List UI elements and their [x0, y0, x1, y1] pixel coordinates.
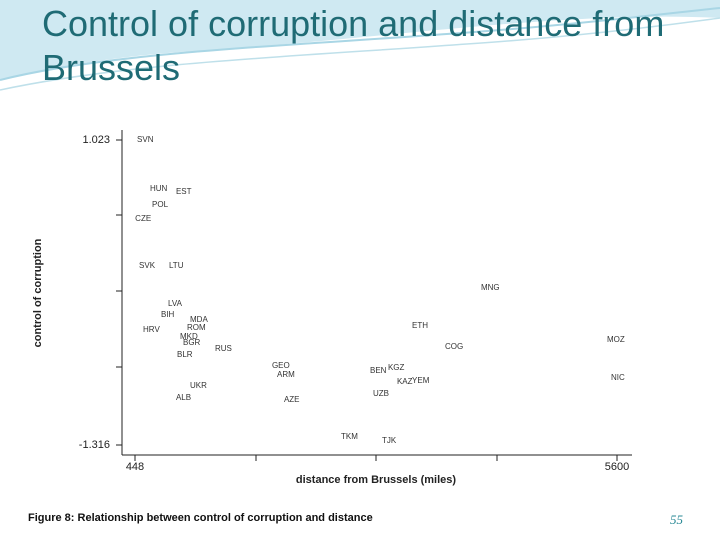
point-label: MOZ: [607, 335, 625, 344]
header-decoration: [0, 0, 720, 91]
x-tick-label: 5600: [605, 461, 629, 473]
point-label: LTU: [169, 261, 184, 270]
point-label: YEM: [412, 376, 430, 385]
point-label: ETH: [412, 321, 428, 330]
point-label: UZB: [373, 389, 389, 398]
point-label: UKR: [190, 381, 207, 390]
point-label: HRV: [143, 325, 160, 334]
point-label: BGR: [183, 338, 201, 347]
chart: distance from Brussels (miles) control o…: [20, 108, 660, 530]
slide-title: Control of corruption and distance from …: [42, 3, 665, 88]
point-label: ROM: [187, 323, 206, 332]
point-label: EST: [176, 187, 192, 196]
point-label: GEO: [272, 361, 290, 370]
point-label: TJK: [382, 436, 397, 445]
point-label: TKM: [341, 432, 358, 441]
swoosh: [0, 0, 720, 80]
y-tick-label: 1.023: [82, 134, 110, 146]
y-tick-label: -1.316: [79, 439, 110, 451]
point-label: COG: [445, 342, 463, 351]
point-label: NIC: [611, 373, 625, 382]
point-label: BLR: [177, 350, 193, 359]
x-tick-label: 448: [126, 461, 144, 473]
swoosh-line: [0, 7, 720, 81]
swoosh-line: [0, 17, 720, 91]
point-label: HUN: [150, 184, 168, 193]
point-label: MNG: [481, 283, 500, 292]
point-label: AZE: [284, 395, 300, 404]
point-label: BEN: [370, 366, 387, 375]
x-axis-label: distance from Brussels (miles): [296, 474, 457, 486]
point-label: POL: [152, 200, 169, 209]
point-label: SVK: [139, 261, 156, 270]
point-label: RUS: [215, 344, 232, 353]
figure-caption: Figure 8: Relationship between control o…: [28, 512, 373, 524]
point-label: KAZ: [397, 377, 413, 386]
point-label: ALB: [176, 393, 191, 402]
point-label: ARM: [277, 370, 295, 379]
point-label: BIH: [161, 310, 175, 319]
page-number: 55: [670, 512, 683, 527]
point-label: LVA: [168, 299, 183, 308]
point-label: MDA: [190, 315, 208, 324]
point-label: KGZ: [388, 363, 405, 372]
point-label: SVN: [137, 135, 154, 144]
point-label: MKD: [180, 332, 198, 341]
chart-background: [20, 108, 660, 530]
point-label: CZE: [135, 214, 151, 223]
y-axis-label: control of corruption: [32, 238, 44, 347]
